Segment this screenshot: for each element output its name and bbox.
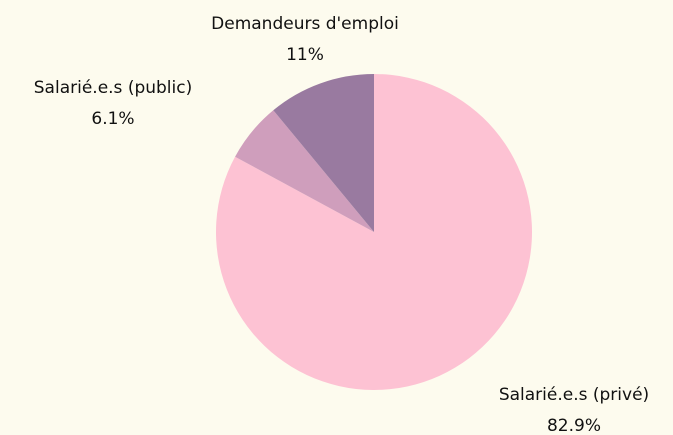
pie-slice <box>235 110 374 232</box>
slice-value-label: 82.9% <box>547 416 601 435</box>
pie-slice <box>216 74 533 390</box>
slice-label: Salarié.e.s (privé) <box>499 385 649 405</box>
slice-label: Salarié.e.s (public) <box>34 78 192 98</box>
pie-slice <box>273 74 374 232</box>
slice-value-label: 6.1% <box>91 109 134 129</box>
slice-label: Demandeurs d'emploi <box>211 14 399 34</box>
slice-value-label: 11% <box>286 45 324 65</box>
